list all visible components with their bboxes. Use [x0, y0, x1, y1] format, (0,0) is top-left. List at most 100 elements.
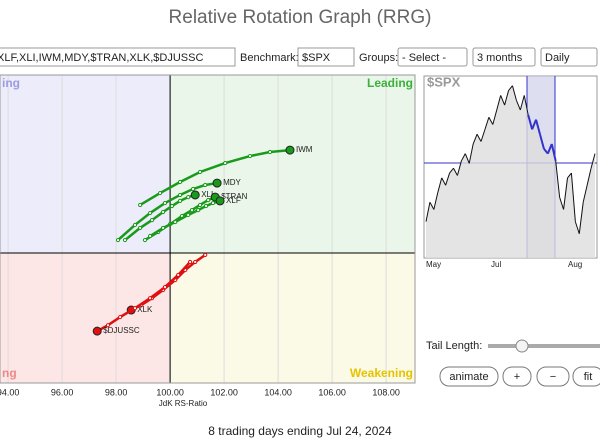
series-label: $TRAN [221, 192, 247, 201]
tail-point[interactable] [158, 190, 163, 196]
tail-point[interactable] [223, 160, 228, 166]
spx-x-label: Jul [491, 260, 501, 269]
period-select[interactable] [472, 47, 536, 67]
tail-point[interactable] [196, 207, 201, 213]
tail-head[interactable] [212, 178, 222, 188]
button[interactable] [439, 366, 499, 387]
tail-point[interactable] [186, 212, 191, 218]
tail-point[interactable] [173, 219, 178, 225]
spx-line [464, 153, 470, 164]
x-tick-label: 104.00 [264, 387, 292, 397]
spx-line [586, 168, 592, 186]
button-label: − [550, 371, 556, 383]
tail-point[interactable] [142, 237, 148, 243]
benchmark-input[interactable] [297, 47, 355, 67]
tail-point[interactable] [118, 314, 123, 320]
button-label: + [514, 371, 520, 383]
quadrant-label: ng [2, 366, 17, 380]
tail-point[interactable] [206, 197, 211, 203]
spx-line [460, 153, 466, 162]
tail-head[interactable] [285, 145, 295, 155]
tail-point[interactable] [197, 202, 203, 208]
tail-point[interactable] [189, 207, 195, 213]
spx-line [519, 95, 525, 111]
tail-line [96, 261, 192, 333]
button[interactable] [502, 366, 532, 387]
tail-head[interactable] [190, 190, 200, 200]
spx-line [445, 172, 451, 186]
quadrant-lagging [0, 253, 171, 383]
button-label: fit [584, 371, 593, 383]
spx-line [484, 117, 490, 130]
plot-frame [0, 74, 416, 384]
quadrant-leading [170, 75, 415, 254]
tail-head[interactable] [92, 326, 102, 336]
x-tick-label: 108.00 [372, 387, 400, 397]
tail-point[interactable] [122, 237, 128, 243]
button[interactable] [536, 366, 570, 387]
symbols-input[interactable] [0, 47, 236, 67]
tail-point[interactable] [177, 192, 183, 198]
tail-point[interactable] [162, 200, 168, 206]
spx-x-label: May [426, 260, 441, 269]
spx-line [546, 143, 553, 155]
tail-point[interactable] [176, 272, 181, 278]
spx-title: $SPX [427, 74, 461, 89]
tail-point[interactable] [247, 153, 253, 159]
benchmark-text: $SPX [302, 52, 331, 64]
tail-point[interactable] [132, 306, 138, 311]
tail-point[interactable] [160, 209, 166, 215]
tail-point[interactable] [162, 284, 168, 290]
tail-point[interactable] [138, 225, 143, 231]
period-text: 3 months [477, 52, 523, 64]
spx-line [433, 192, 439, 210]
tail-point[interactable] [203, 182, 208, 188]
tail-point[interactable] [169, 203, 175, 209]
tail-point[interactable] [193, 259, 198, 265]
tail-point[interactable] [132, 222, 138, 228]
tail-point[interactable] [148, 233, 153, 239]
spx-line [511, 85, 517, 101]
spx-line [437, 177, 443, 193]
x-tick-label: 106.00 [318, 387, 346, 397]
benchmark-label: Benchmark: [240, 52, 299, 64]
tail-point[interactable] [203, 252, 208, 258]
tail-point[interactable] [149, 217, 155, 223]
tail-point[interactable] [148, 210, 153, 216]
tail-point[interactable] [203, 203, 209, 209]
tail-point[interactable] [115, 237, 121, 243]
spx-line [500, 95, 506, 106]
tail-point[interactable] [190, 186, 196, 192]
tail-head[interactable] [215, 196, 225, 206]
quadrant-label: Weakening [350, 366, 413, 380]
spx-line [531, 119, 537, 130]
tail-point[interactable] [177, 179, 183, 185]
tail-point[interactable] [187, 259, 193, 265]
tail-point[interactable] [210, 200, 216, 206]
tail-point[interactable] [148, 296, 153, 301]
spx-line [523, 95, 529, 115]
groups-select[interactable] [397, 47, 468, 67]
spx-line [539, 133, 545, 150]
tail-point[interactable] [160, 225, 166, 231]
tail-point[interactable] [197, 169, 203, 175]
slider-knob[interactable] [515, 339, 529, 353]
symbols-text: XLF,XLI,IWM,MDY,$TRAN,XLK,$DJUSSC [0, 52, 203, 64]
tail-point[interactable] [105, 323, 111, 328]
tail-point[interactable] [138, 202, 143, 208]
tail-point[interactable] [177, 198, 183, 204]
tail-point[interactable] [267, 149, 273, 155]
rrg-chart: 94.00 96.00 98.00 100.00 102.00 104.00 106.00 1… [0, 74, 416, 408]
spx-line [515, 100, 521, 111]
spx-line [578, 202, 584, 234]
spx-line [570, 173, 576, 222]
spx-line [456, 160, 462, 176]
button[interactable] [572, 366, 600, 387]
interval-select[interactable] [540, 47, 598, 67]
x-tick-label: 100.00 [156, 387, 184, 397]
groups-label: Groups: [359, 52, 398, 64]
interval-text: Daily [545, 52, 570, 64]
series-label: $DJUSSC [103, 326, 140, 335]
tail-point[interactable] [186, 195, 191, 200]
spx-line [563, 177, 568, 210]
